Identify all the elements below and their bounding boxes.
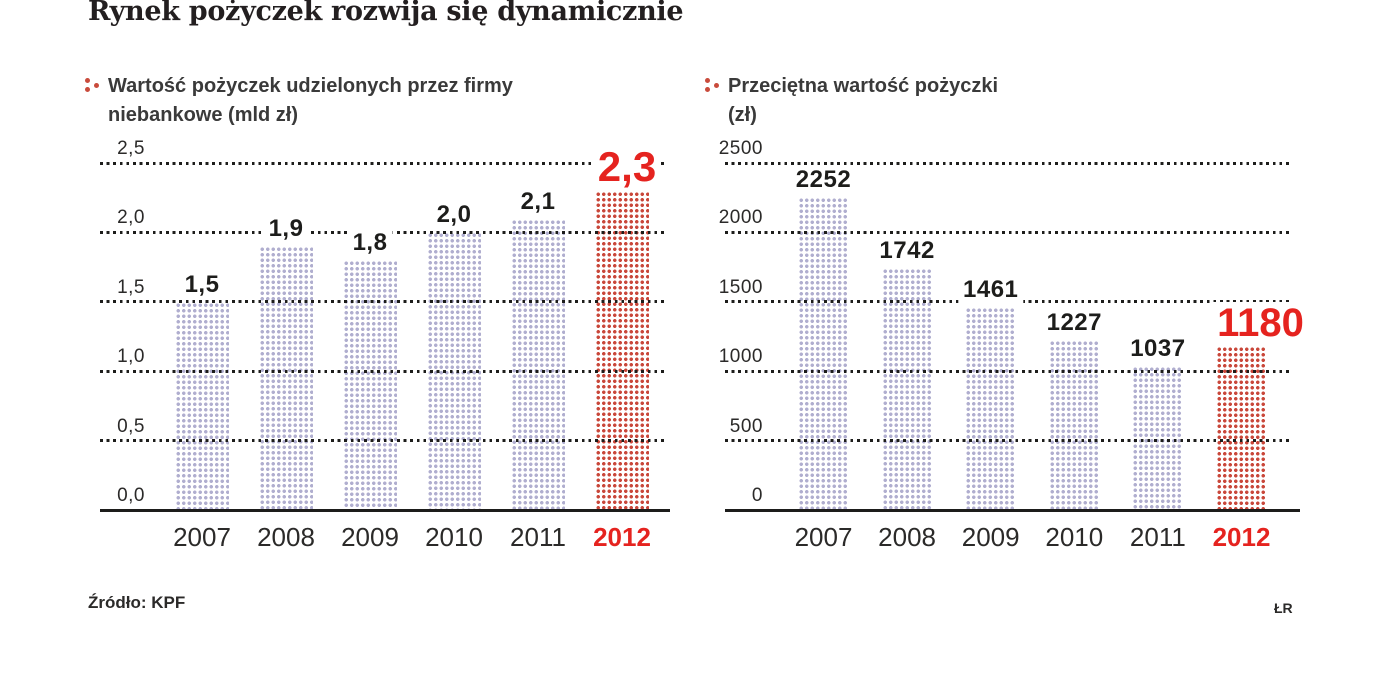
y-tick-label: 2,0 [117,207,145,229]
y-tick-label: 1000 [718,346,763,368]
gridline-2,5 [100,161,666,165]
x-axis-line [100,509,670,512]
y-tick-label: 2000 [718,207,763,229]
year-label-2011: 2011 [510,522,566,552]
source-note: Źródło: KPF [88,593,186,612]
bar-2007 [798,197,849,510]
bar-2009 [965,307,1017,510]
right-chart-title-line1: Przeciętna wartość pożyczki [728,75,999,97]
value-label-2012: 2,3 [592,144,662,189]
year-label-2008: 2008 [878,522,937,552]
year-label-2011: 2011 [1129,522,1186,552]
bar-2010 [1048,339,1100,510]
value-label-2007: 2252 [790,167,857,194]
credit-note: ŁR [1274,600,1293,616]
y-tick-label: 0,0 [117,485,145,506]
page-title: Rynek pożyczek rozwija się dynamicznie [88,0,684,27]
bar-2008 [259,246,313,510]
value-label-2012: 1180 [1212,302,1309,345]
value-label-2011: 2,1 [515,188,561,215]
value-label-2007: 1,5 [179,271,225,298]
y-tick-label: 0,5 [117,415,145,437]
value-label-2009: 1461 [957,277,1024,304]
year-label-2010: 2010 [425,522,483,552]
bar-2011 [1132,366,1184,510]
y-tick-label: 0 [751,485,763,506]
triple-dot-bullet-icon [705,78,721,94]
bar-2007 [175,301,229,510]
bar-2009 [343,260,397,510]
value-label-2011: 1037 [1125,336,1191,363]
triple-dot-bullet-icon [85,78,101,94]
gridline-1,0 [100,369,666,373]
bar-2008 [881,268,933,510]
gridline-2000 [725,230,1290,234]
year-label-2007: 2007 [794,522,853,552]
year-label-2009: 2009 [961,522,1020,552]
year-label-2009: 2009 [341,522,399,552]
left-chart-header: Wartość pożyczek udzielonych przez firmy… [85,72,513,130]
year-label-2012: 2012 [1212,522,1271,552]
bar-2012 [1216,346,1267,510]
value-label-2008: 1,9 [263,216,309,243]
year-label-2008: 2008 [257,522,315,552]
value-label-2010: 1227 [1041,309,1107,336]
y-tick-label: 500 [729,415,763,437]
y-tick-label: 1,5 [117,276,145,298]
bar-2011 [511,218,565,510]
year-label-2010: 2010 [1045,522,1104,552]
value-label-2008: 1742 [874,238,940,265]
y-tick-label: 1,0 [117,346,145,368]
gridline-2500 [725,161,1290,165]
gridline-0,5 [100,439,666,443]
gridline-500 [725,439,1290,443]
gridline-1000 [725,369,1290,373]
x-axis-line [725,509,1300,512]
y-tick-label: 2500 [718,138,763,159]
left-chart-title-line1: Wartość pożyczek udzielonych przez firmy [108,75,513,97]
gridline-1,5 [100,300,666,304]
year-label-2012: 2012 [593,522,651,552]
bar-2012 [595,190,649,510]
value-label-2009: 1,8 [347,230,393,257]
y-tick-label: 2,5 [117,138,145,159]
right-chart-header: Przeciętna wartość pożyczki (zł) [705,72,998,130]
left-chart-title-line2: niebankowe (mld zł) [108,104,299,126]
right-chart-title-line2: (zł) [728,104,757,126]
year-label-2007: 2007 [173,522,231,552]
value-label-2010: 2,0 [431,202,477,229]
y-tick-label: 1500 [718,276,763,298]
